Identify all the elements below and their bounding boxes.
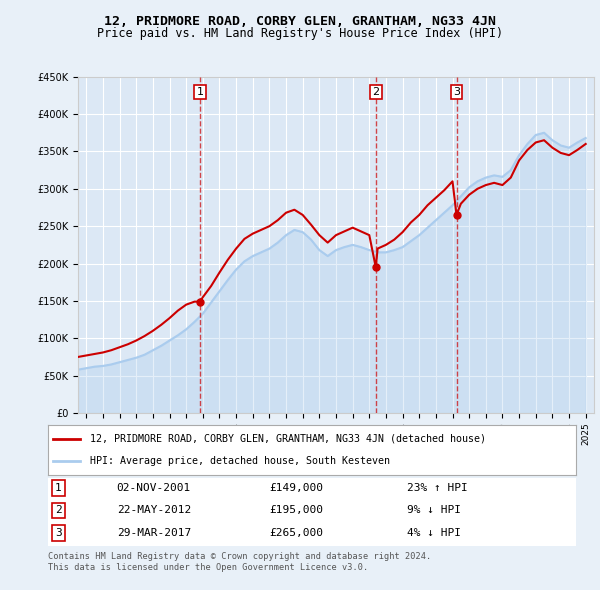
Text: 2: 2 [55, 506, 62, 516]
Text: 3: 3 [453, 87, 460, 97]
Text: 22-MAY-2012: 22-MAY-2012 [116, 506, 191, 516]
Text: This data is licensed under the Open Government Licence v3.0.: This data is licensed under the Open Gov… [48, 563, 368, 572]
Text: Price paid vs. HM Land Registry's House Price Index (HPI): Price paid vs. HM Land Registry's House … [97, 27, 503, 40]
Text: 02-NOV-2001: 02-NOV-2001 [116, 483, 191, 493]
Text: £149,000: £149,000 [270, 483, 324, 493]
Text: 3: 3 [55, 528, 62, 538]
Text: 4% ↓ HPI: 4% ↓ HPI [407, 528, 461, 538]
Text: £265,000: £265,000 [270, 528, 324, 538]
Text: 1: 1 [197, 87, 203, 97]
Text: 29-MAR-2017: 29-MAR-2017 [116, 528, 191, 538]
Text: 12, PRIDMORE ROAD, CORBY GLEN, GRANTHAM, NG33 4JN: 12, PRIDMORE ROAD, CORBY GLEN, GRANTHAM,… [104, 15, 496, 28]
Text: Contains HM Land Registry data © Crown copyright and database right 2024.: Contains HM Land Registry data © Crown c… [48, 552, 431, 560]
Text: £195,000: £195,000 [270, 506, 324, 516]
Text: 2: 2 [372, 87, 379, 97]
Text: 1: 1 [55, 483, 62, 493]
Text: 23% ↑ HPI: 23% ↑ HPI [407, 483, 468, 493]
Text: 12, PRIDMORE ROAD, CORBY GLEN, GRANTHAM, NG33 4JN (detached house): 12, PRIDMORE ROAD, CORBY GLEN, GRANTHAM,… [90, 434, 486, 444]
Text: 9% ↓ HPI: 9% ↓ HPI [407, 506, 461, 516]
Text: HPI: Average price, detached house, South Kesteven: HPI: Average price, detached house, Sout… [90, 456, 390, 466]
